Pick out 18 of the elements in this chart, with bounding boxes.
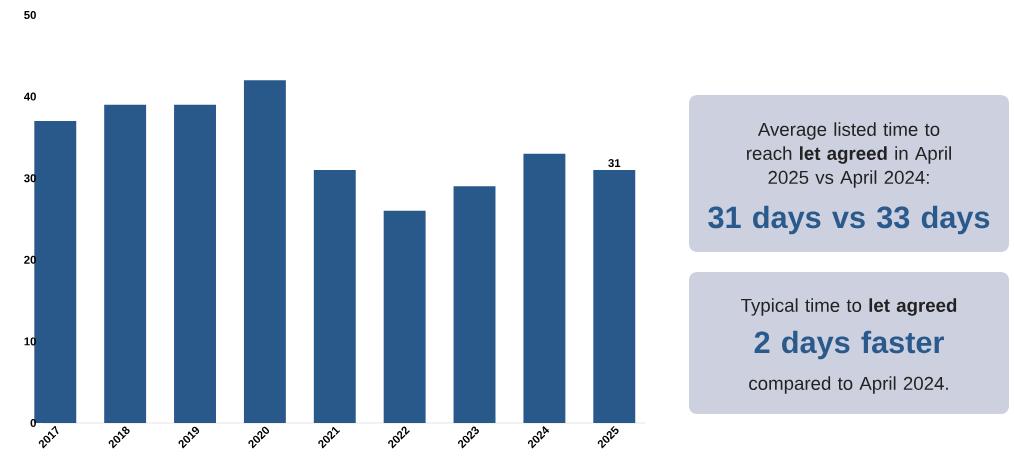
data-label: 31 [608, 159, 621, 168]
text: 2 days faster [754, 330, 944, 360]
bar [104, 104, 147, 423]
bar [243, 80, 286, 423]
bar [453, 186, 496, 423]
y-tick-label: 0 [30, 419, 36, 428]
text: Average listed time to reach let agreed in April 2025 vs April 2024: [747, 122, 951, 188]
bar [174, 104, 216, 423]
bar [523, 153, 566, 423]
y-tick-label: 40 [23, 92, 36, 101]
text: compared to April 2024. [749, 376, 948, 394]
y-tick-label: 50 [24, 11, 36, 19]
bar [383, 210, 426, 423]
bar [593, 170, 636, 423]
text: 31 days vs 33 days [708, 205, 990, 235]
text: Typical time to let agreed [741, 298, 957, 316]
bar [313, 170, 356, 423]
bar [34, 121, 77, 423]
